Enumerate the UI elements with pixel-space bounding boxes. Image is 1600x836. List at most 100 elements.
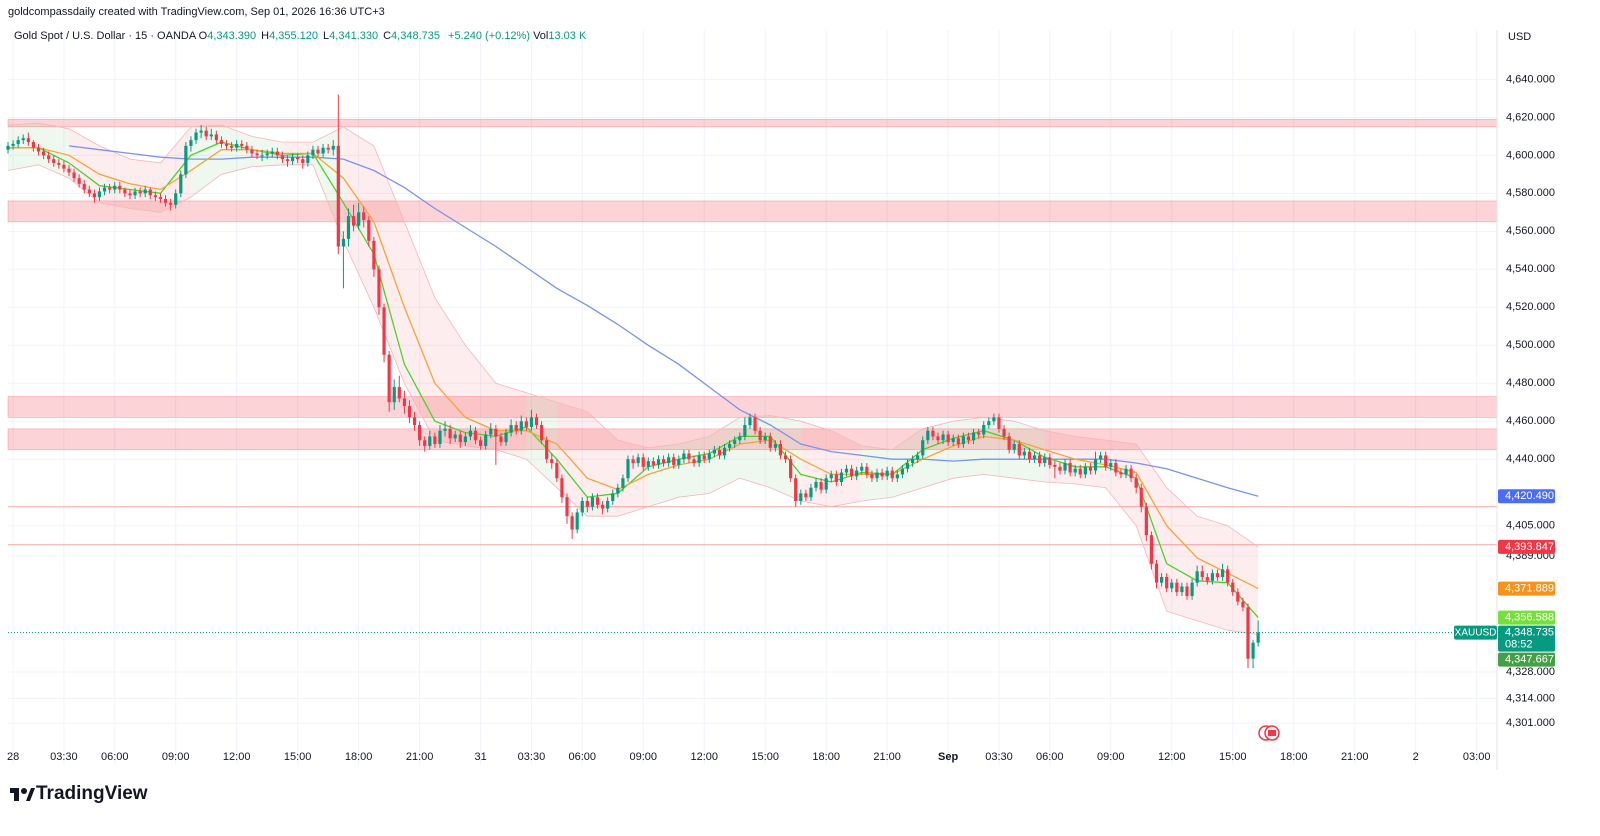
candle-body [438,430,442,445]
candle-body [346,216,351,239]
candle-body [224,143,229,146]
indicator-line [8,147,1259,590]
x-tick-label: 12:00 [690,751,718,763]
candles [6,94,1260,669]
candle-body [392,387,396,403]
candle-body [1231,582,1235,593]
band-fill [953,417,984,479]
candle-body [722,447,727,456]
candle-body [1012,444,1016,450]
candle-body [519,421,523,431]
candle-body [1058,466,1062,471]
candle-body [1109,463,1113,467]
ohlc-fields: O4,343.390 H4,355.120 L4,341.330 C4,348.735 [199,30,445,42]
candle-body [575,512,579,530]
y-tick-label: 4,405.000 [1506,520,1555,532]
candle-body [824,478,828,490]
candle-body [656,459,661,465]
candle-body [184,145,188,175]
x-tick-label: 18:00 [812,751,840,763]
y-tick-label: 4,600.000 [1506,149,1555,161]
x-tick-label: 18:00 [1280,751,1308,763]
candle-body [1185,586,1189,596]
band-fill [38,123,69,179]
candle-body [651,461,656,465]
y-tick-label: 4,500.000 [1506,339,1555,351]
candle-body [834,474,838,483]
y-tick-label: 4,540.000 [1506,263,1555,275]
zone [7,200,1498,223]
candle-body [351,216,356,226]
x-tick-label: 06:00 [568,751,596,763]
candle-body [1195,571,1199,583]
candle-body [768,436,772,448]
candle-body [728,444,732,448]
x-tick-label: 09:00 [1097,751,1125,763]
candle-body [1017,444,1021,456]
candle-body [174,193,178,205]
symbol-tag-label: XAUUSD [1455,627,1497,638]
brand-logo [10,788,35,801]
price-tag-label: 4,347.667 [1505,654,1554,666]
candle-body [1134,478,1138,488]
candle-body [677,459,681,465]
candle-body [794,478,798,502]
x-tick-label: 2 [1413,751,1419,763]
candle-body [971,432,976,441]
candle-body [321,147,325,154]
candle-body [57,162,61,165]
x-tick-label: 18:00 [345,751,373,763]
symbol: Gold Spot / U.S. Dollar · 15 · OANDA [14,30,196,42]
candle-body [235,143,239,148]
candle-body [1038,455,1042,464]
watermark: goldcompassdaily created with TradingVie… [8,6,385,18]
candle-body [1241,601,1245,608]
candle-body [148,189,152,196]
candle-body [1190,582,1194,596]
candle-body [67,168,71,173]
candle-body [590,497,595,507]
currency: USD [1508,31,1531,43]
candle-body [397,387,401,399]
candle-body [540,425,544,441]
candle-body [250,149,254,154]
candle-body [372,240,376,270]
candle-body [636,457,640,464]
candle-body [123,189,127,194]
candle-body [748,417,752,426]
candle-body [296,157,300,160]
candle-body [885,470,889,477]
candle-body [865,466,869,475]
candle-body [941,434,945,441]
candle-body [905,463,910,469]
candle-body [1078,468,1082,475]
candle-body [133,191,137,196]
candle-body [534,417,539,426]
candle-body [565,497,569,517]
x-tick-label: 28 [7,751,19,763]
candle-body [849,468,854,477]
candle-body [611,493,615,502]
candle-body [1200,571,1204,577]
candle-body [707,453,711,460]
candle-body [697,455,701,464]
price-tag-label: 4,356.588 [1505,612,1554,624]
candle-body [1149,535,1154,564]
candle-body [108,187,112,190]
y-tick-label: 4,460.000 [1506,415,1555,427]
candle-body [875,472,879,479]
y-tick-label: 4,620.000 [1506,111,1555,123]
band-fill [312,126,344,241]
candle-body [931,430,935,437]
candle-body [910,459,915,464]
candle-body [47,155,51,160]
candle-body [275,151,279,156]
candle-body [484,434,488,446]
candle-body [819,482,823,490]
candle-body [255,153,259,156]
candle-body [814,482,818,488]
candle-body [646,461,650,467]
band-fill [800,421,832,507]
candle-body [31,142,36,148]
